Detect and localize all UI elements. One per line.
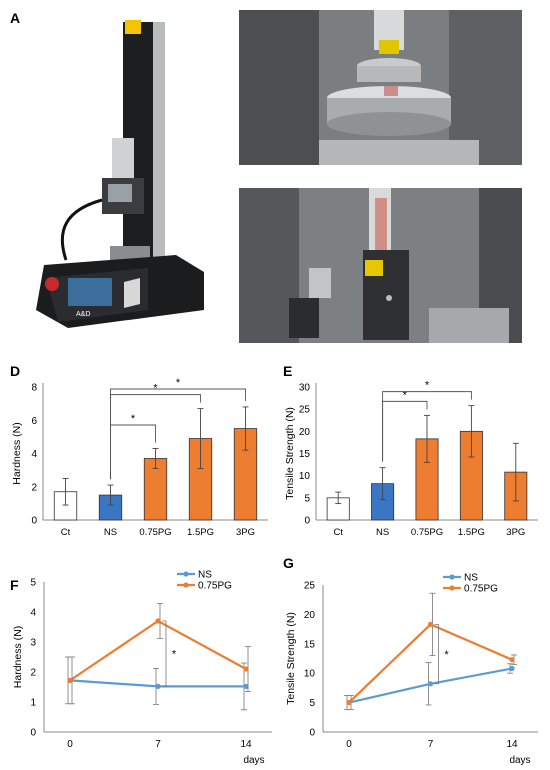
x-tick-label: Ct — [61, 527, 71, 538]
panel-label-f: F — [10, 577, 19, 593]
data-point — [243, 683, 249, 689]
y-tick-label: 10 — [304, 669, 316, 680]
data-point — [427, 681, 434, 687]
tensile-strength-line-chart: 0 5 10 15 20 25 0 7 14 days Tensile Strength (N) * N… — [285, 573, 538, 766]
data-point — [155, 618, 161, 624]
y-tick-label: 8 — [31, 383, 37, 394]
y-tick-label: 15 — [304, 639, 316, 650]
x-tick-label: 0 — [67, 739, 73, 750]
series-line — [69, 619, 247, 682]
series-line — [348, 623, 513, 704]
significance-star: * — [172, 649, 177, 661]
y-tick-label: 0 — [304, 516, 310, 527]
chart-e-container: 0 5 10 15 20 25 30 Tensile Strength (N) Ct NS 0.75… — [283, 365, 543, 550]
significance-bracket — [110, 388, 246, 480]
significance-star: * — [131, 413, 136, 425]
svg-text:A&D: A&D — [76, 311, 90, 318]
legend-label: NS — [198, 570, 212, 581]
y-tick-label: 5 — [30, 578, 36, 589]
data-point — [509, 657, 515, 663]
tensile-grip-illustration — [239, 188, 522, 343]
compression-plate-photo — [239, 10, 522, 165]
x-tick-label: 7 — [428, 739, 434, 750]
significance-star: * — [444, 649, 449, 661]
chart-f-container: 0 1 2 3 4 5 0 7 14 days Hardness (N) * NS 0.75PG — [10, 560, 278, 766]
x-tick-label: 3PG — [506, 527, 525, 538]
significance-bracket — [382, 391, 472, 462]
legend-label: 0.75PG — [464, 584, 498, 595]
x-tick-label: 0.75PG — [139, 527, 171, 538]
tensile-grip-photo — [239, 188, 522, 343]
legend-label: NS — [464, 573, 478, 584]
data-point — [67, 677, 73, 683]
x-axis-label: days — [243, 755, 264, 765]
panel-label-d: D — [10, 363, 21, 379]
y-tick-label: 20 — [299, 427, 311, 438]
data-point — [243, 666, 249, 672]
tensile-testing-machine-illustration: A&D — [26, 10, 222, 340]
y-tick-label: 2 — [31, 482, 37, 493]
x-tick-label: NS — [104, 527, 117, 538]
y-tick-label: 0 — [30, 728, 36, 739]
y-tick-label: 10 — [299, 471, 311, 482]
compression-plate-illustration — [239, 10, 522, 165]
y-tick-label: 1 — [30, 698, 36, 709]
data-point — [346, 700, 352, 706]
y-tick-label: 5 — [309, 698, 315, 709]
x-tick-label: Ct — [333, 527, 343, 538]
tensile-strength-bar-chart: 0 5 10 15 20 25 30 Tensile Strength (N) Ct NS 0.75… — [284, 380, 538, 538]
x-tick-label: NS — [376, 527, 389, 538]
x-tick-label: 0.75PG — [411, 527, 443, 538]
x-axis-label: days — [509, 755, 530, 765]
significance-bracket — [434, 623, 439, 685]
significance-star: * — [425, 380, 430, 392]
y-axis-label: Hardness (N) — [12, 626, 24, 688]
chart-d-container: 0 2 4 6 8 Hardness (N) Ct NS 0.75PG 1.5PG 3PG * * * — [10, 365, 275, 550]
y-tick-label: 0 — [31, 516, 37, 527]
chart-g-container: 0 5 10 15 20 25 0 7 14 days Tensile Strength (N) * N… — [283, 555, 545, 766]
hardness-line-chart: 0 1 2 3 4 5 0 7 14 days Hardness (N) * NS0.75PG — [12, 570, 272, 766]
y-axis-label: Tensile Strength (N) — [285, 612, 297, 705]
y-tick-label: 2 — [30, 668, 36, 679]
y-tick-label: 30 — [299, 383, 311, 394]
tensile-testing-machine-photo: A&D — [26, 10, 222, 340]
legend-marker — [183, 582, 189, 588]
y-tick-label: 25 — [304, 581, 316, 592]
y-tick-label: 25 — [299, 405, 311, 416]
significance-star: * — [403, 389, 408, 401]
x-tick-label: 14 — [240, 739, 252, 750]
x-tick-label: 7 — [155, 739, 161, 750]
y-tick-label: 6 — [31, 416, 37, 427]
x-tick-label: 0 — [346, 739, 352, 750]
y-tick-label: 5 — [304, 493, 310, 504]
legend-marker — [449, 585, 455, 591]
y-tick-label: 3 — [30, 638, 36, 649]
y-axis-label: Hardness (N) — [11, 422, 23, 484]
legend-label: 0.75PG — [198, 581, 232, 592]
x-tick-label: 3PG — [236, 527, 255, 538]
y-axis-label: Tensile Strength (N) — [284, 407, 296, 500]
x-tick-label: 1.5PG — [458, 527, 485, 538]
significance-star: * — [176, 377, 181, 389]
y-tick-label: 4 — [30, 608, 36, 619]
y-tick-label: 20 — [304, 610, 316, 621]
y-tick-label: 0 — [309, 728, 315, 739]
data-point — [427, 621, 434, 627]
significance-bracket — [162, 620, 167, 687]
y-tick-label: 15 — [299, 449, 311, 460]
legend-marker — [183, 571, 189, 577]
legend-marker — [449, 574, 455, 580]
panel-label-e: E — [283, 363, 293, 379]
panel-label-a: A — [10, 10, 21, 26]
x-tick-label: 1.5PG — [187, 527, 214, 538]
y-tick-label: 4 — [31, 449, 37, 460]
data-point — [509, 665, 515, 672]
data-point — [155, 683, 161, 689]
x-tick-label: 14 — [506, 739, 518, 750]
panel-label-g: G — [283, 555, 294, 571]
